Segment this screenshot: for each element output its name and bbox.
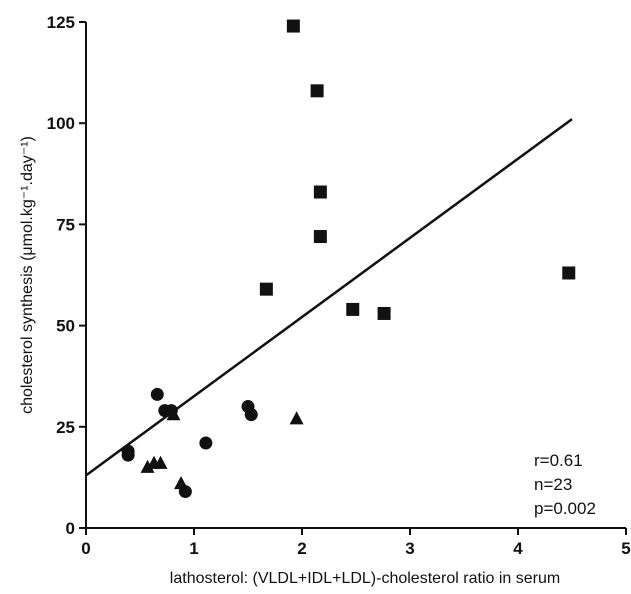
x-ticks: 0 1 2 3 4 5 [81, 528, 631, 558]
square-point [259, 282, 273, 296]
x-tick-label: 2 [297, 539, 306, 558]
square-point [310, 84, 324, 98]
y-tick-label: 125 [47, 13, 75, 32]
y-axis-label: cholesterol synthesis (μmol.kg⁻¹.day⁻¹) [19, 136, 36, 414]
y-ticks: 0 25 50 75 100 125 [47, 13, 86, 538]
square-point [346, 302, 360, 316]
x-axis-label: lathosterol: (VLDL+IDL+LDL)-cholesterol … [170, 570, 560, 587]
y-tick-label: 25 [56, 418, 75, 437]
x-tick-label: 5 [621, 539, 630, 558]
triangle-point [174, 475, 189, 490]
data-points [121, 19, 576, 499]
y-tick-label: 50 [56, 317, 75, 336]
square-point [377, 306, 391, 320]
circle-point [121, 448, 135, 462]
x-tick-label: 1 [189, 539, 198, 558]
x-tick-label: 4 [513, 539, 523, 558]
triangle-point [140, 459, 155, 473]
square-point [562, 266, 576, 280]
y-tick-label: 100 [47, 114, 75, 133]
x-tick-label: 0 [81, 539, 90, 558]
square-point [313, 185, 327, 199]
x-tick-label: 3 [405, 539, 414, 558]
circle-point [244, 408, 258, 422]
triangle-point [153, 455, 168, 469]
y-tick-label: 0 [66, 519, 75, 538]
y-tick-label: 75 [56, 215, 75, 234]
stat-r: r=0.61 [534, 451, 583, 470]
triangle-point [289, 411, 304, 425]
stat-n: n=23 [534, 475, 572, 494]
square-point [313, 230, 327, 244]
circle-point [199, 436, 213, 450]
square-point [286, 19, 300, 33]
regression-line [85, 118, 573, 477]
stat-p: p=0.002 [534, 499, 596, 518]
circle-point [150, 387, 164, 401]
triangle-point [166, 407, 181, 421]
